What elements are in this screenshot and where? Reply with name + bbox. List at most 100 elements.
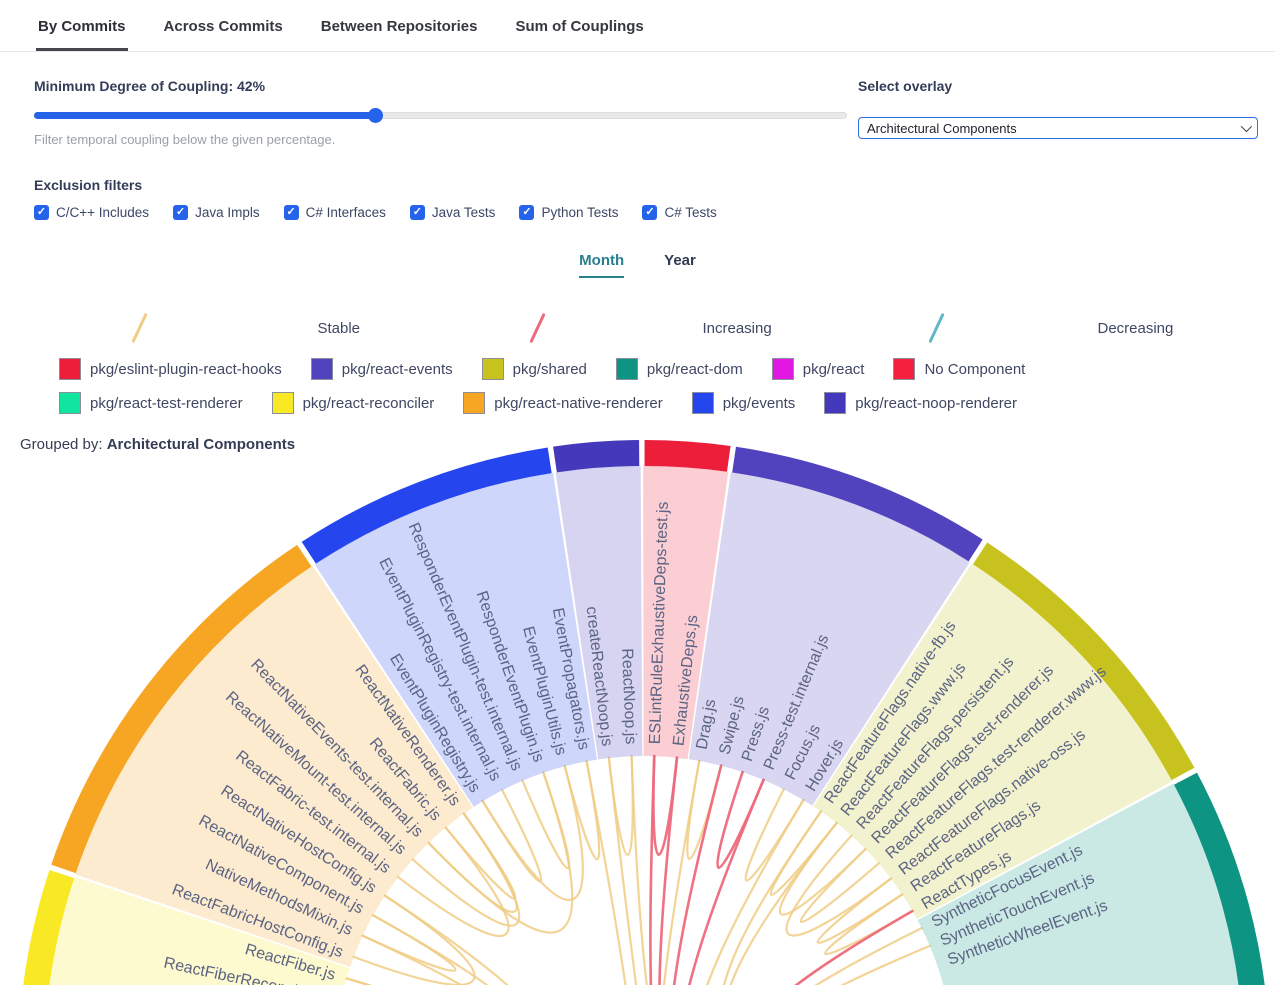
period-toggle: Month Year (0, 252, 1275, 278)
component-legend: pkg/eslint-plugin-react-hooks pkg/react-e… (0, 344, 1275, 420)
coupling-slider-label: Minimum Degree of Coupling: 42% (34, 78, 847, 94)
legend-row-1: pkg/eslint-plugin-react-hooks pkg/react-e… (59, 352, 1275, 386)
coupling-link (686, 778, 765, 990)
legend-swatch-pkg-react-native-renderer (463, 392, 486, 414)
legend-item-no-component: No Component (893, 358, 1026, 380)
legend-swatch-pkg-react-test-renderer (59, 392, 81, 414)
coupling-link (721, 810, 823, 990)
coupling-link (630, 755, 649, 990)
period-month[interactable]: Month (579, 252, 625, 278)
filter-c-tests[interactable]: ✓ C# Tests (642, 205, 717, 220)
filter-java-tests[interactable]: ✓ Java Tests (409, 205, 496, 220)
segment-arc-pkg-react-native-renderer[interactable] (51, 544, 312, 874)
chevron-down-icon (1240, 120, 1253, 133)
filter-java-impls[interactable]: ✓ Java Impls (173, 205, 260, 220)
legend-item-pkg-react-noop-renderer: pkg/react-noop-renderer (824, 392, 1018, 414)
segment-arc-pkg-events[interactable] (301, 447, 552, 564)
coupling-link (345, 977, 389, 990)
filter-label-c-c-includes: C/C++ Includes (56, 205, 150, 220)
coupling-link (769, 810, 838, 897)
legend-item-pkg-react: pkg/react (771, 358, 864, 380)
legend-swatch-pkg-events (691, 392, 714, 414)
coupling-link (521, 771, 571, 870)
segment-arc-pkg-react-dom[interactable] (1174, 772, 1270, 990)
filter-label-c-tests: C# Tests (664, 205, 717, 220)
coupling-link (652, 754, 679, 856)
segment-fill-pkg-react-dom (917, 783, 1240, 990)
tab-sum-of-couplings[interactable]: Sum of Couplings (515, 18, 644, 35)
legend-item-pkg-react-events: pkg/react-events (310, 358, 453, 380)
segment-fill-pkg-react-reconciler (48, 876, 350, 990)
filter-c-interfaces[interactable]: ✓ C# Interfaces (283, 205, 386, 220)
overlay-select[interactable]: Architectural Components (858, 117, 1258, 139)
segment-arc-pkg-react-events[interactable] (732, 446, 983, 562)
slider-thumb[interactable] (368, 108, 384, 123)
legend-row-2: pkg/react-test-renderer pkg/react-reconci… (59, 386, 1275, 420)
trend-line-increasing-icon (529, 312, 547, 344)
checkbox-icon-c-c-includes[interactable]: ✓ (34, 205, 49, 220)
coupling-link (704, 798, 805, 990)
legend-swatch-pkg-react-reconciler (271, 392, 294, 414)
legend-label-pkg-react-dom: pkg/react-dom (646, 360, 743, 378)
segment-arc-pkg-react-reconciler[interactable] (18, 869, 75, 990)
segment-arc-pkg-react-noop-renderer[interactable] (553, 440, 640, 473)
coupling-link (444, 812, 517, 900)
legend-item-pkg-eslint-plugin-react-hooks: pkg/eslint-plugin-react-hooks (59, 358, 282, 380)
period-year[interactable]: Year (664, 252, 696, 269)
trend-line-cell-increasing (438, 312, 637, 344)
tab-across-commits[interactable]: Across Commits (163, 18, 283, 35)
trend-line-cell-stable (40, 312, 239, 344)
checkbox-icon-java-tests[interactable]: ✓ (409, 205, 425, 220)
coupling-link (397, 826, 510, 938)
legend-item-pkg-react-dom: pkg/react-dom (615, 358, 743, 380)
slider-help-text: Filter temporal coupling below the given… (34, 132, 336, 147)
checkbox-icon-java-impls[interactable]: ✓ (173, 205, 189, 220)
chord-diagram-svg: ReactFiberReconciler.jsReactFiber.jsReac… (18, 440, 1270, 990)
grouped-by-prefix: Grouped by: (20, 436, 107, 453)
legend-swatch-pkg-react (771, 358, 794, 380)
coupling-link (371, 914, 496, 990)
legend-label-pkg-react-noop-renderer: pkg/react-noop-renderer (855, 394, 1018, 412)
legend-swatch-pkg-react-events (310, 358, 333, 380)
coupling-slider[interactable] (34, 108, 847, 123)
legend-label-pkg-react-reconciler: pkg/react-reconciler (302, 394, 435, 412)
filter-c-c-includes[interactable]: ✓ C/C++ Includes (34, 205, 149, 220)
trend-line-cell-decreasing (837, 312, 1036, 344)
file-label-reactnoop-js[interactable]: ReactNoop.js (618, 648, 639, 745)
legend-item-pkg-react-test-renderer: pkg/react-test-renderer (59, 392, 243, 414)
checkbox-icon-c-tests[interactable]: ✓ (642, 205, 658, 220)
tab-between-repositories[interactable]: Between Repositories (320, 18, 478, 35)
trend-label-increasing: Increasing (702, 319, 772, 337)
exclusion-filters-section: Exclusion filters ✓ C/C++ Includes ✓ Java I… (0, 147, 1275, 220)
coupling-slider-value: 42% (237, 78, 266, 94)
coupling-link (785, 834, 893, 937)
segment-fill-pkg-react-native-renderer (75, 565, 473, 968)
segment-arc-pkg-eslint-plugin-react-hooks[interactable] (644, 440, 731, 472)
coupling-link (672, 764, 723, 990)
trend-label-decreasing: Decreasing (1097, 319, 1174, 337)
grouped-by-line: Grouped by: Architectural Components (0, 420, 1275, 453)
coupling-link (716, 770, 765, 869)
coupling-link (585, 760, 628, 990)
coupling-link (727, 821, 838, 990)
controls-row: Minimum Degree of Coupling: 42% Filter t… (0, 52, 1275, 147)
legend-label-no-component: No Component (924, 360, 1026, 378)
exclusion-filters-row: ✓ C/C++ Includes ✓ Java Impls ✓ C# Interfaces… (34, 205, 1275, 220)
coupling-link (383, 894, 515, 990)
trend-label-cell-increasing: Increasing (638, 320, 837, 337)
segment-arc-pkg-shared[interactable] (972, 542, 1195, 781)
checkbox-icon-c-interfaces[interactable]: ✓ (283, 205, 299, 220)
segment-fill-pkg-events (314, 472, 598, 807)
checkbox-icon-python-tests[interactable]: ✓ (519, 205, 535, 220)
trend-label-stable: Stable (317, 319, 361, 337)
legend-item-pkg-react-native-renderer: pkg/react-native-renderer (463, 392, 663, 414)
filter-python-tests[interactable]: ✓ Python Tests (519, 205, 618, 220)
filter-label-java-tests: Java Tests (431, 205, 496, 220)
exclusion-filters-label: Exclusion filters (34, 177, 143, 193)
legend-swatch-pkg-react-dom (615, 358, 638, 380)
trend-label-cell-stable: Stable (239, 320, 438, 337)
grouped-by-value: Architectural Components (106, 436, 296, 453)
tab-by-commits[interactable]: By Commits (36, 18, 128, 51)
trend-label-cell-decreasing: Decreasing (1036, 320, 1235, 337)
coupling-link (686, 759, 723, 860)
